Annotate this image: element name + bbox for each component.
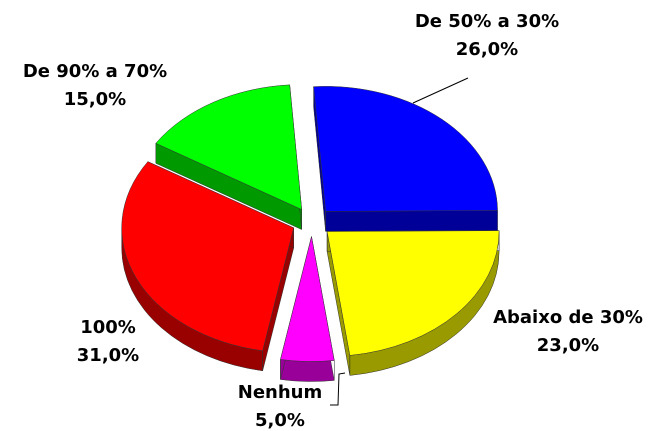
- pie: [121, 84, 500, 382]
- slice: [280, 236, 335, 362]
- labels: De 50% a 30% 26,0% Abaixo de 30% 23,0% Nenhu…: [23, 11, 643, 431]
- leader-line: [412, 77, 469, 104]
- slice: [326, 230, 500, 356]
- value-label: 26,0%: [456, 39, 518, 60]
- slice: [155, 84, 302, 210]
- slice: [313, 86, 498, 212]
- slice-label: Abaixo de 30%: [493, 307, 643, 328]
- value-label: 31,0%: [77, 345, 139, 366]
- slice-label: Nenhum: [238, 382, 322, 403]
- value-label: 15,0%: [64, 89, 126, 110]
- value-label: 23,0%: [537, 335, 599, 356]
- value-label: 5,0%: [255, 410, 305, 431]
- slice-label: 100%: [80, 317, 136, 338]
- slice-label: De 50% a 30%: [415, 11, 559, 32]
- leader-line: [330, 372, 346, 406]
- slice: [121, 161, 294, 352]
- slice-label: De 90% a 70%: [23, 61, 167, 82]
